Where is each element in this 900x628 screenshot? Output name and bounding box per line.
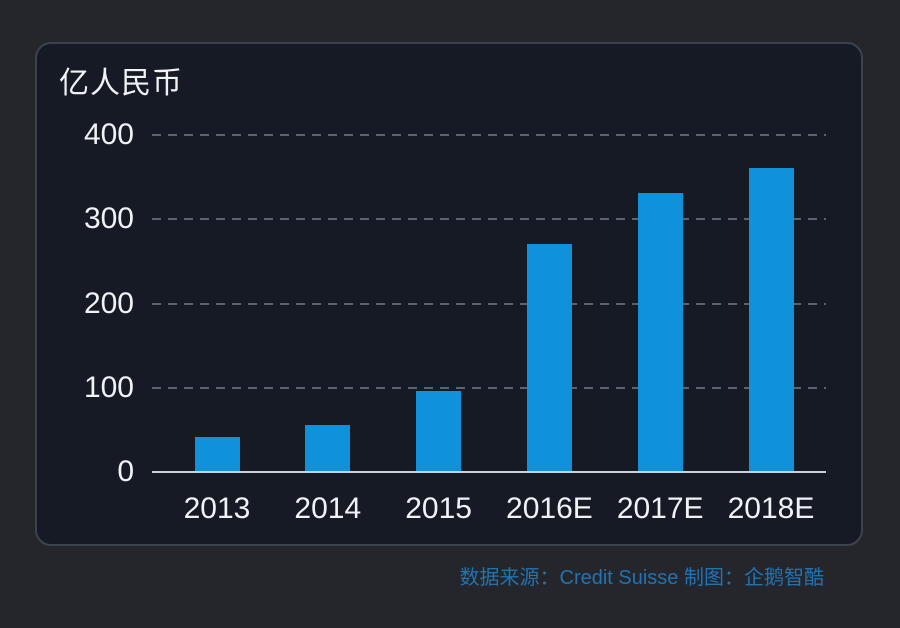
y-tick-label-300: 300 bbox=[83, 202, 134, 236]
bar-2015 bbox=[416, 390, 462, 471]
x-tick-label-2017E: 2017E bbox=[616, 492, 704, 525]
plot-area: 0 100 200 300 400 2013 2014 2015 2016E 2017E 2018E bbox=[37, 44, 861, 544]
gridline-300 bbox=[152, 218, 826, 221]
x-tick-label-2015: 2015 bbox=[405, 492, 472, 525]
y-tick-label-100: 100 bbox=[83, 370, 134, 404]
y-tick-label-0: 0 bbox=[117, 455, 134, 488]
bar-2014 bbox=[305, 424, 351, 471]
y-tick-label-400: 400 bbox=[83, 118, 134, 151]
bar-2013 bbox=[194, 437, 240, 471]
chart-panel: 亿人民币 0 100 200 300 400 2013 2014 2015 2016E 2017E… bbox=[35, 42, 863, 546]
x-axis-line bbox=[152, 471, 826, 473]
gridline-100 bbox=[152, 386, 826, 389]
x-tick-label-2013: 2013 bbox=[183, 492, 251, 525]
x-tick-label-2016E: 2016E bbox=[506, 492, 593, 525]
x-tick-label-2018E: 2018E bbox=[727, 492, 815, 525]
bar-2017E bbox=[637, 192, 683, 471]
chart-unit-label: 亿人民币 bbox=[59, 67, 183, 100]
x-tick-label-2014: 2014 bbox=[294, 492, 362, 525]
y-tick-label-200: 200 bbox=[83, 286, 134, 320]
bar-2016E bbox=[526, 243, 572, 471]
gridline-200 bbox=[152, 302, 826, 305]
bar-2018E bbox=[748, 167, 794, 471]
gridline-400 bbox=[152, 134, 826, 136]
source-caption: 数据来源：Credit Suisse 制图：企鹅智酷 bbox=[459, 567, 825, 589]
